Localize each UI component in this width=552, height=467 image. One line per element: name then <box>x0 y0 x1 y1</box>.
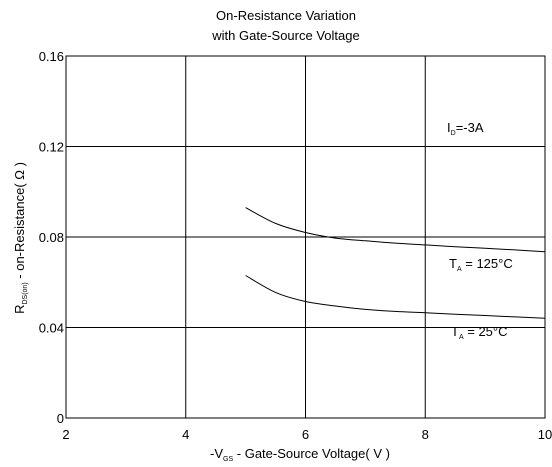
grid <box>66 56 545 418</box>
y-tick-label: 0.16 <box>39 49 64 64</box>
y-tick-labels: 0 0.04 0.08 0.12 0.16 <box>39 49 64 426</box>
current-annotation-prefix: I <box>447 120 451 135</box>
x-tick-label: 4 <box>182 427 189 442</box>
current-annotation-sub: D <box>451 130 456 137</box>
series-label-25c: TA = 25°C <box>451 324 508 341</box>
x-tick-label: 8 <box>422 427 429 442</box>
series-group <box>245 207 546 319</box>
x-tick-label: 2 <box>62 427 69 442</box>
y-axis-label-rest: - on-Resistance( Ω ) <box>12 162 27 282</box>
series-line-25c <box>245 275 546 319</box>
y-axis-label: RDS(on) - on-Resistance( Ω ) <box>12 162 29 314</box>
x-axis-label-rest: - Gate-Source Voltage( V ) <box>233 446 390 461</box>
series-label-125c-sub: A <box>457 266 462 273</box>
current-annotation-rest: =-3A <box>456 120 484 135</box>
y-tick-label: 0.08 <box>39 230 64 245</box>
x-axis-label: -VGS - Gate-Source Voltage( V ) <box>210 446 390 463</box>
series-label-25c-prefix: T <box>451 324 459 339</box>
x-axis-label-prefix: -V <box>210 446 223 461</box>
x-tick-label: 10 <box>538 427 552 442</box>
chart-title-line2: with Gate-Source Voltage <box>211 28 359 43</box>
series-label-25c-rest: = 25°C <box>464 324 508 339</box>
series-label-125c: TA = 125°C <box>449 256 513 273</box>
chart-title-line1: On-Resistance Variation <box>216 8 356 23</box>
x-tick-label: 6 <box>302 427 309 442</box>
series-line-125c <box>245 207 546 253</box>
y-axis-label-prefix: R <box>12 305 27 314</box>
series-label-125c-rest: = 125°C <box>462 256 513 271</box>
x-axis-label-sub: GS <box>223 456 233 463</box>
series-label-125c-prefix: T <box>449 256 457 271</box>
y-tick-label: 0.04 <box>39 321 64 336</box>
y-tick-label: 0.12 <box>39 140 64 155</box>
y-axis-label-sub: DS(on) <box>22 282 29 304</box>
current-annotation: ID=-3A <box>447 120 484 137</box>
x-tick-labels: 2 4 6 8 10 <box>62 427 552 442</box>
plot-frame <box>65 55 546 419</box>
series-label-25c-sub: A <box>459 334 464 341</box>
y-tick-label: 0 <box>57 411 64 426</box>
